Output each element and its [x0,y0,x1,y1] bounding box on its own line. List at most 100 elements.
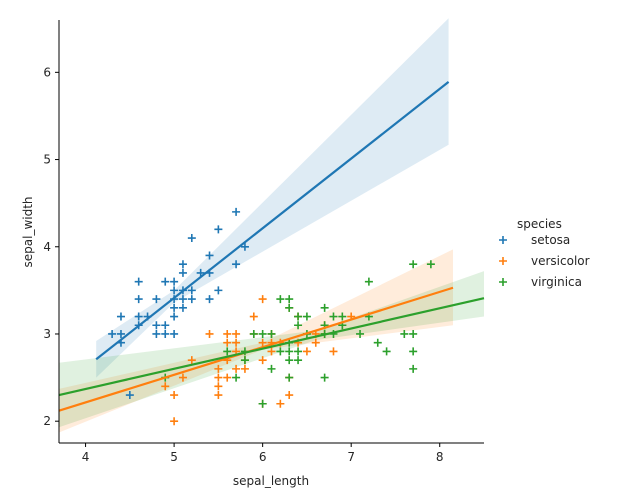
point-setosa [108,329,117,338]
point-setosa [178,268,187,277]
point-setosa [134,277,143,286]
point-versicolor [258,295,267,304]
y-tick-label: 4 [43,240,51,254]
point-virginica [240,356,249,365]
point-virginica [409,260,418,269]
x-tick-label: 8 [436,450,444,464]
point-setosa [170,312,179,321]
point-versicolor [214,373,223,382]
point-virginica [409,347,418,356]
y-ticks: 2 3 4 5 6 [43,65,59,428]
point-versicolor [170,391,179,400]
x-axis-label: sepal_length [233,474,309,488]
point-setosa [170,329,179,338]
point-virginica [285,347,294,356]
point-virginica [258,329,267,338]
point-virginica [294,321,303,330]
point-setosa [116,312,125,321]
point-virginica [356,329,365,338]
point-virginica [223,347,232,356]
point-setosa [232,260,241,269]
point-setosa [205,295,214,304]
point-setosa [170,277,179,286]
point-virginica [285,295,294,304]
point-virginica [409,364,418,373]
point-setosa [161,329,170,338]
confidence-band-versicolor [59,249,454,433]
point-virginica [320,303,329,312]
point-setosa [125,391,134,400]
regression-lines [58,81,485,412]
scatter-points [108,207,435,426]
point-virginica [338,312,347,321]
point-virginica [382,347,391,356]
point-versicolor [223,329,232,338]
point-setosa [187,234,196,243]
x-tick-label: 7 [347,450,355,464]
point-virginica [276,347,285,356]
point-setosa [178,303,187,312]
regression-line-virginica [58,297,485,397]
point-setosa [214,286,223,295]
point-setosa [134,295,143,304]
y-tick-label: 2 [43,414,51,428]
point-virginica [285,356,294,365]
y-tick-label: 6 [43,65,51,79]
point-versicolor [214,391,223,400]
point-setosa [152,321,161,330]
point-versicolor [187,356,196,365]
point-virginica [294,312,303,321]
point-setosa [232,207,241,216]
point-virginica [426,260,435,269]
x-tick-label: 6 [259,450,267,464]
point-versicolor [178,373,187,382]
point-setosa [178,295,187,304]
point-setosa [240,242,249,251]
y-tick-label: 3 [43,327,51,341]
x-ticks: 4 5 6 7 8 [82,443,444,464]
point-virginica [258,399,267,408]
point-versicolor [329,347,338,356]
point-versicolor [258,356,267,365]
point-versicolor [223,373,232,382]
point-virginica [285,303,294,312]
point-versicolor [285,391,294,400]
point-setosa [187,295,196,304]
point-versicolor [232,364,241,373]
point-virginica [267,329,276,338]
point-versicolor [302,347,311,356]
point-versicolor [232,329,241,338]
point-setosa [187,286,196,295]
point-setosa [161,321,170,330]
legend-label-setosa: setosa [531,233,570,247]
point-versicolor [223,338,232,347]
point-virginica [249,329,258,338]
x-tick-label: 5 [170,450,178,464]
point-versicolor [214,382,223,391]
x-tick-label: 4 [82,450,90,464]
point-setosa [170,303,179,312]
point-virginica [364,277,373,286]
point-virginica [400,329,409,338]
legend-marker-virginica [499,278,507,286]
legend-label-versicolor: versicolor [531,254,590,268]
point-setosa [170,286,179,295]
point-versicolor [240,364,249,373]
point-versicolor [276,399,285,408]
y-tick-label: 5 [43,153,51,167]
point-virginica [267,364,276,373]
regression-line-setosa [95,81,450,361]
point-virginica [320,373,329,382]
point-versicolor [267,347,276,356]
point-versicolor [205,329,214,338]
point-virginica [329,312,338,321]
point-virginica [294,356,303,365]
point-virginica [285,373,294,382]
point-setosa [152,329,161,338]
point-versicolor [232,338,241,347]
point-setosa [116,329,125,338]
point-setosa [205,251,214,260]
point-virginica [373,338,382,347]
point-virginica [294,347,303,356]
